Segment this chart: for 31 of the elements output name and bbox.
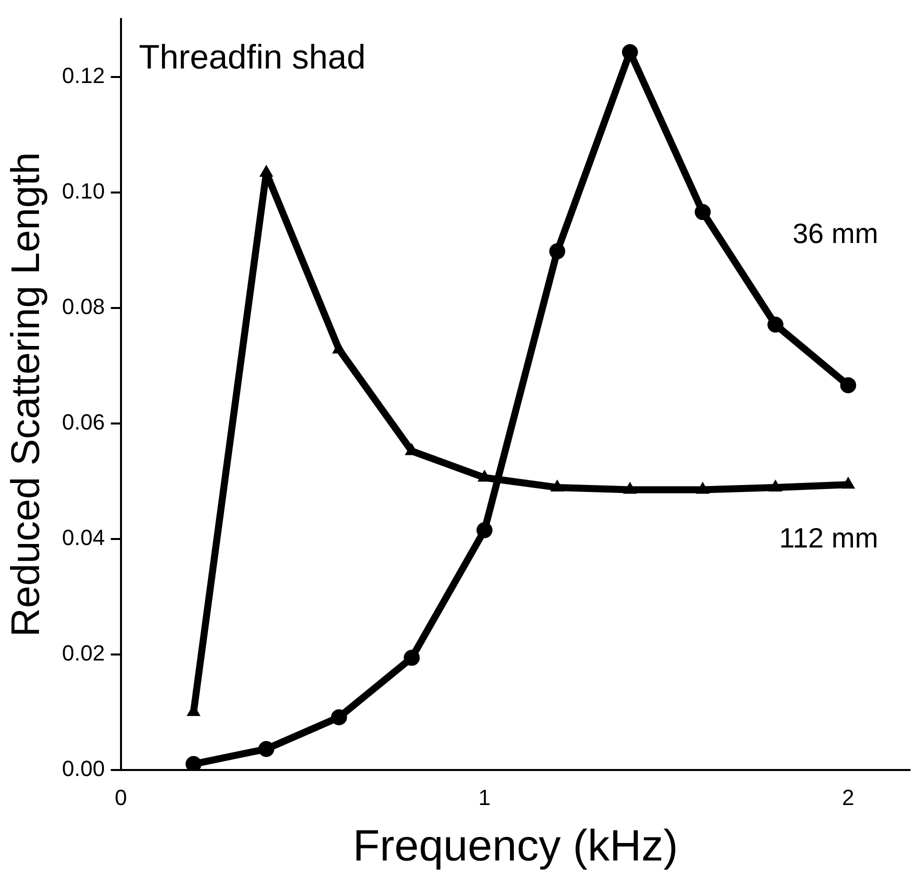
x-axis-title: Frequency (kHz): [352, 822, 678, 871]
x-tick-label: 0: [114, 785, 127, 810]
point: [841, 476, 856, 489]
y-tick-label: 0.06: [62, 409, 105, 434]
series-label: 112 mm: [779, 522, 878, 554]
series-label: 36 mm: [792, 218, 878, 249]
y-tick-label: 0.12: [62, 63, 105, 88]
point: [550, 479, 564, 492]
point: [549, 243, 566, 260]
point: [478, 470, 492, 482]
point: [694, 204, 711, 220]
text: Threadfin shad: [138, 38, 366, 77]
y-tick-label: 0.08: [62, 294, 105, 319]
point: [332, 341, 346, 354]
y-tick-label: 0.10: [62, 178, 105, 204]
point: [331, 709, 348, 726]
point: [696, 482, 710, 494]
x-tick-label: 1: [478, 785, 491, 810]
point: [767, 316, 784, 333]
point: [840, 377, 856, 394]
x-tick-label: 2: [842, 785, 854, 810]
point: [258, 741, 274, 758]
y-tick-label: 0.02: [62, 640, 105, 666]
y-tick-label: 0.00: [62, 756, 105, 781]
point: [404, 650, 420, 666]
point: [476, 522, 492, 538]
point: [259, 164, 274, 177]
y-axis-title: Reduced Scattering Length: [4, 152, 48, 637]
y-tick-label: 0.04: [62, 524, 105, 550]
point: [768, 479, 782, 492]
point: [623, 482, 637, 494]
